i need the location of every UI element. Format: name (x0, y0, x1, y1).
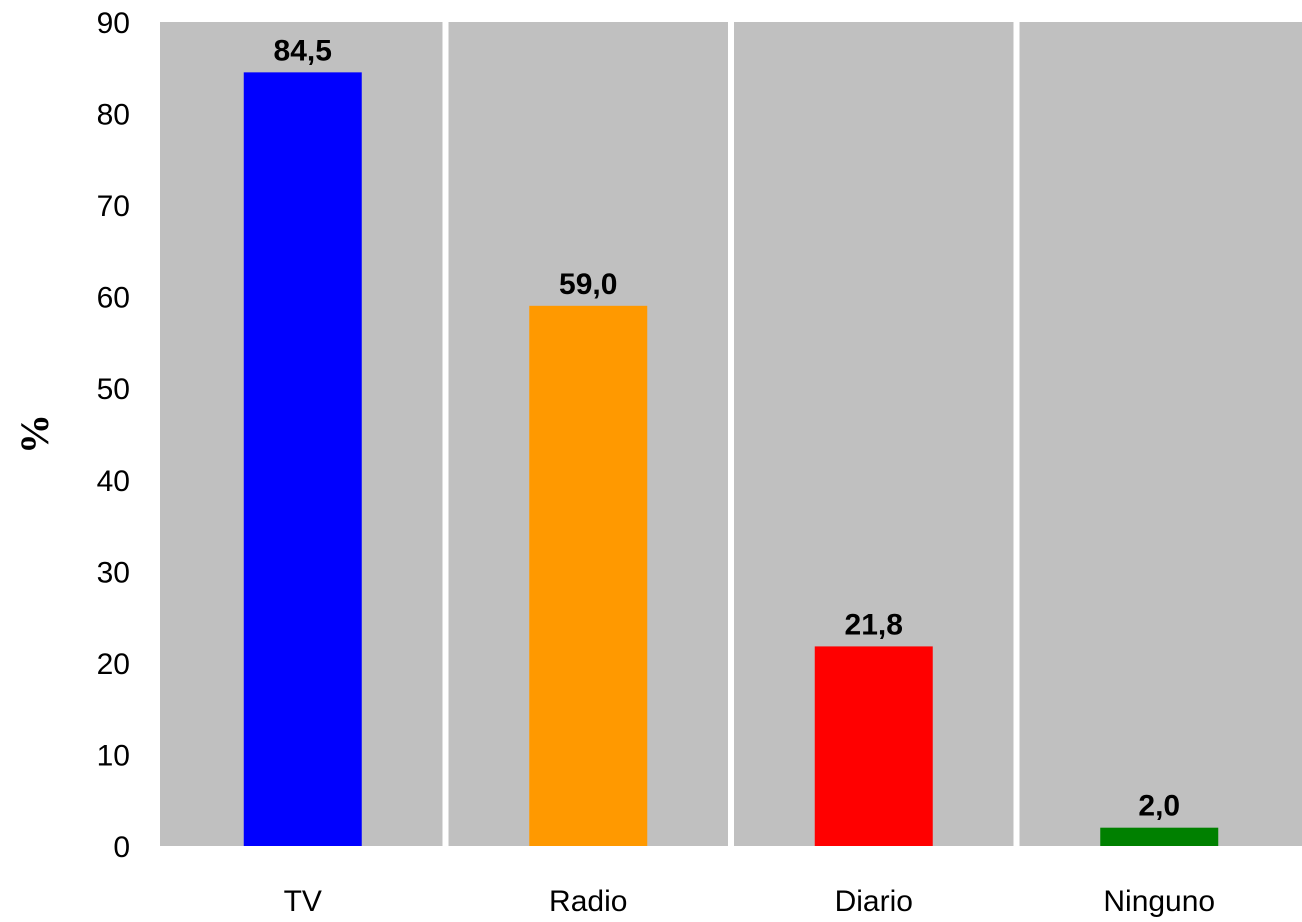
bar-tv (243, 72, 362, 847)
data-label: 84,5 (274, 34, 332, 67)
category-separators (442, 22, 1020, 846)
y-tick-label: 80 (97, 99, 130, 132)
x-tick-label: Ninguno (1103, 885, 1215, 918)
y-tick-label: 40 (97, 465, 130, 498)
y-tick-label: 50 (97, 373, 130, 406)
bar-diario (814, 646, 933, 846)
data-label: 59,0 (559, 268, 617, 301)
y-tick-label: 30 (97, 556, 130, 589)
bar-radio (529, 305, 648, 846)
bars-group (243, 72, 1219, 847)
y-axis-title: % (12, 414, 57, 454)
y-axis-ticks: 0 10 20 30 40 50 60 70 80 90 (97, 7, 130, 864)
bar-ninguno (1100, 827, 1219, 846)
x-axis-categories: TV Radio Diario Ninguno (284, 885, 1216, 918)
y-tick-label: 70 (97, 190, 130, 223)
x-tick-label: Radio (549, 885, 627, 918)
category-separator (728, 22, 734, 846)
x-tick-label: Diario (835, 885, 913, 918)
data-label: 21,8 (845, 608, 903, 641)
y-tick-label: 20 (97, 648, 130, 681)
y-tick-label: 60 (97, 282, 130, 315)
value-labels-group: 84,5 59,0 21,8 2,0 (274, 34, 1181, 822)
category-separator (442, 22, 449, 846)
y-tick-label: 0 (113, 831, 130, 864)
data-label: 2,0 (1138, 790, 1180, 823)
x-tick-label: TV (284, 885, 322, 918)
y-tick-label: 10 (97, 739, 130, 772)
category-separator (1013, 22, 1020, 846)
y-tick-label: 90 (97, 7, 130, 40)
